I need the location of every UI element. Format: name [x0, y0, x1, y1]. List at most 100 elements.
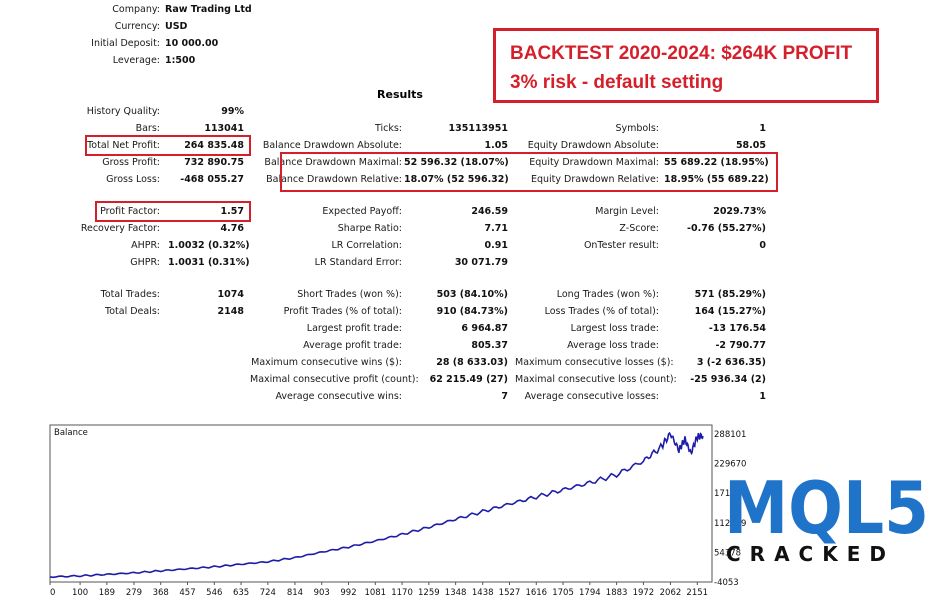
x-tick-label: 189	[99, 588, 115, 598]
banner-line-2: 3% risk - default setting	[510, 72, 724, 93]
results-label: Symbols:	[615, 123, 659, 134]
x-axis: 0 100 189 279 368 457 546 635 724 814 903 992 1081 11…	[49, 582, 708, 598]
leverage-label: Leverage:	[112, 55, 160, 66]
results-label: Largest profit trade:	[306, 323, 402, 334]
net-profit-highlight	[85, 135, 251, 156]
results-value: 571 (85.29%)	[694, 289, 766, 300]
currency-value: USD	[165, 21, 188, 32]
results-label: History Quality:	[86, 106, 160, 117]
x-tick-label: 1616	[525, 588, 547, 598]
results-value: 1.05	[484, 140, 508, 151]
results-value: -0.76 (55.27%)	[687, 223, 766, 234]
results-label: Balance Drawdown Maximal:	[264, 157, 402, 168]
results-value: -25 936.34 (2)	[690, 374, 766, 385]
results-label: Total Net Profit:	[87, 140, 160, 151]
results-label: Average loss trade:	[567, 340, 659, 351]
y-tick-label: 288101	[714, 430, 746, 440]
results-value: 1	[759, 391, 766, 402]
results-label: Maximum consecutive wins ($):	[251, 357, 402, 368]
results-label: Average profit trade:	[303, 340, 402, 351]
results-value: 805.37	[471, 340, 508, 351]
x-tick-label: 1081	[364, 588, 386, 598]
x-tick-label: 457	[179, 588, 195, 598]
x-tick-label: 1794	[579, 588, 601, 598]
banner-line-1: BACKTEST 2020-2024: $264K PROFIT	[510, 43, 853, 64]
x-tick-label: 279	[126, 588, 142, 598]
results-label: Profit Factor:	[100, 206, 160, 217]
results-label: LR Correlation:	[331, 240, 403, 251]
results-value: 135113951	[448, 123, 509, 134]
results-value: 28 (8 633.03)	[436, 357, 508, 368]
results-value: 99%	[221, 106, 244, 117]
results-label: Balance Drawdown Absolute:	[262, 140, 402, 151]
results-label: Average consecutive wins:	[275, 391, 402, 402]
y-tick-label: -4053	[714, 578, 739, 588]
x-tick-label: 1259	[418, 588, 440, 598]
results-value: 3 (-2 636.35)	[696, 357, 766, 368]
company-value: Raw Trading Ltd	[165, 4, 252, 15]
currency-label: Currency:	[114, 21, 160, 32]
results-value: 0.91	[484, 240, 508, 251]
x-tick-label: 1705	[552, 588, 574, 598]
leverage-value: 1:500	[165, 55, 196, 66]
balance-chart: Balance 0 100 189 279 368 457 546 635 724 814 903 9…	[49, 424, 746, 598]
mql5-logo: MQL5 CRACKED	[724, 466, 929, 565]
results-value: 1.57	[220, 206, 244, 217]
results-label: Total Trades:	[100, 289, 160, 300]
results-label: Gross Profit:	[102, 157, 160, 168]
results-value: 55 689.22 (18.95%)	[664, 157, 769, 168]
x-tick-label: 903	[314, 588, 330, 598]
results-value: 164 (15.27%)	[694, 306, 766, 317]
results-value: 18.95% (55 689.22)	[664, 174, 769, 185]
balance-series-line	[49, 431, 704, 579]
x-tick-label: 1883	[606, 588, 628, 598]
results-label: Equity Drawdown Absolute:	[527, 140, 659, 151]
results-value: 264 835.48	[184, 140, 244, 151]
results-value: 503 (84.10%)	[436, 289, 508, 300]
x-tick-label: 1438	[472, 588, 494, 598]
results-label: Expected Payoff:	[322, 206, 402, 217]
plot-area	[49, 424, 713, 583]
results-value: 62 215.49 (27)	[429, 374, 508, 385]
x-tick-label: 2062	[660, 588, 682, 598]
results-label: Equity Drawdown Relative:	[530, 174, 659, 185]
results-value: 1.0032 (0.32%)	[168, 240, 250, 251]
results-label: Profit Trades (% of total):	[283, 306, 402, 317]
results-value: 6 964.87	[461, 323, 508, 334]
results-label: Short Trades (won %):	[297, 289, 402, 300]
results-value: 52 596.32 (18.07%)	[404, 157, 509, 168]
results-value: 30 071.79	[454, 257, 508, 268]
chart-title: Balance	[54, 428, 88, 438]
results-label: Gross Loss:	[106, 174, 160, 185]
results-label: Ticks:	[374, 123, 402, 134]
results-label: GHPR:	[130, 257, 160, 268]
deposit-label: Initial Deposit:	[91, 38, 160, 49]
x-tick-label: 1527	[499, 588, 521, 598]
y-tick-label: 54378	[714, 548, 741, 558]
backtest-banner: BACKTEST 2020-2024: $264K PROFIT 3% risk…	[493, 28, 879, 103]
results-label: AHPR:	[131, 240, 160, 251]
x-tick-label: 100	[72, 588, 88, 598]
deposit-value: 10 000.00	[165, 38, 219, 49]
results-label: Maximal consecutive profit (count):	[250, 374, 419, 385]
results-label: LR Standard Error:	[314, 257, 402, 268]
results-label: Maximum consecutive losses ($):	[515, 357, 674, 368]
results-value: 58.05	[735, 140, 766, 151]
results-value: 0	[759, 240, 766, 251]
company-label: Company:	[112, 4, 160, 15]
results-value: 18.07% (52 596.32)	[404, 174, 509, 185]
logo-subtitle: CRACKED	[726, 542, 895, 565]
results-value: 732 890.75	[184, 157, 244, 168]
x-tick-label: 368	[153, 588, 169, 598]
results-label: Long Trades (won %):	[556, 289, 659, 300]
x-tick-label: 635	[233, 588, 249, 598]
x-tick-label: 0	[50, 588, 55, 598]
x-tick-label: 724	[260, 588, 276, 598]
x-tick-label: 1348	[445, 588, 467, 598]
results-value: 910 (84.73%)	[436, 306, 508, 317]
results-value: 7	[501, 391, 508, 402]
results-label: Loss Trades (% of total):	[544, 306, 659, 317]
results-value: 7.71	[484, 223, 508, 234]
results-label: OnTester result:	[583, 240, 659, 251]
results-value: 113041	[204, 123, 244, 134]
